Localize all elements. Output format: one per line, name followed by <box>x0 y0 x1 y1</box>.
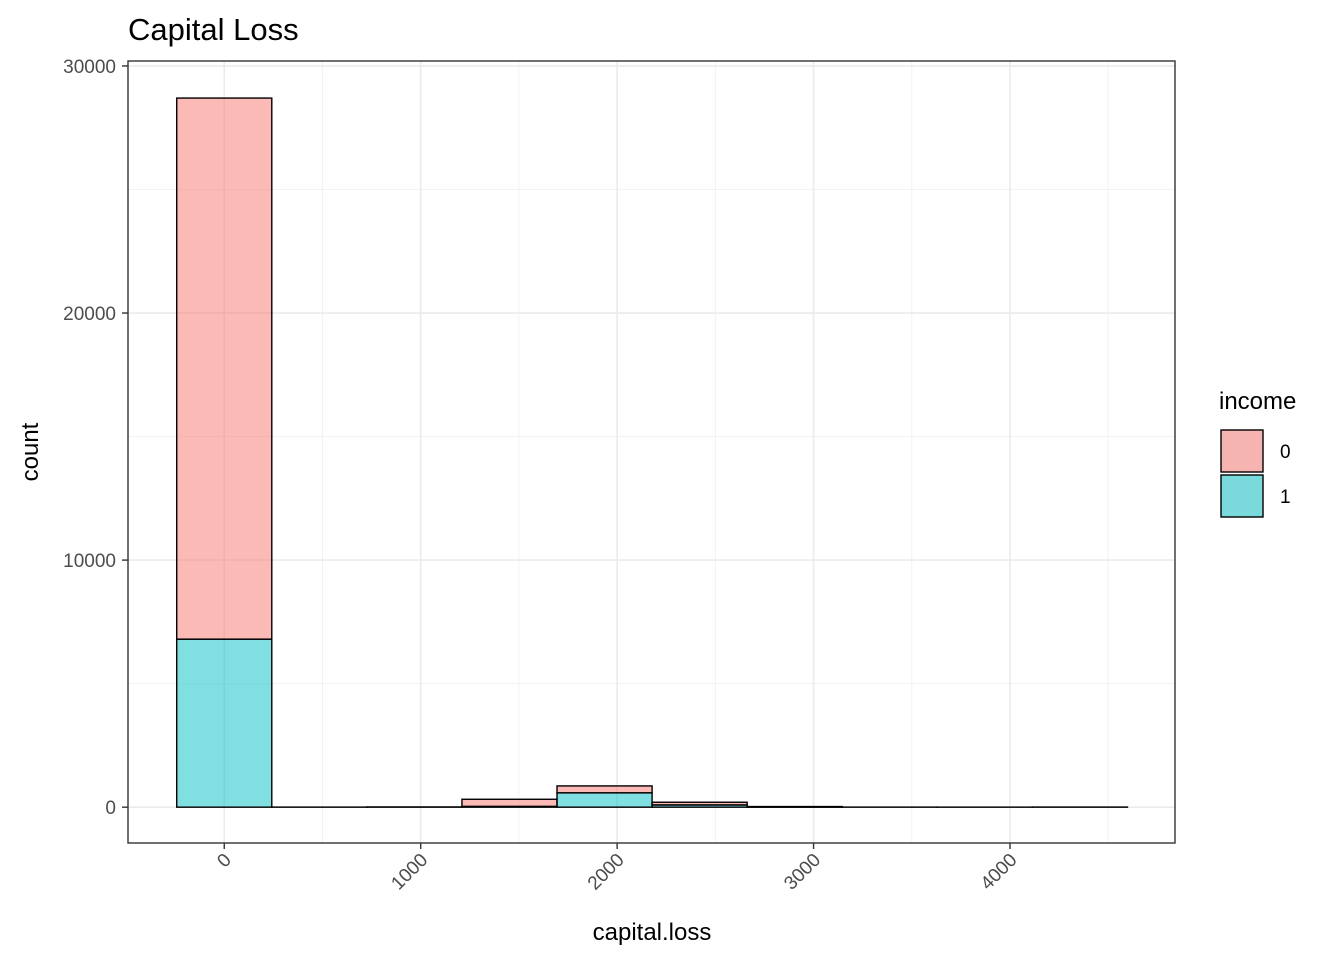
bar-series-0 <box>556 785 653 794</box>
bars <box>176 97 1129 808</box>
bar-series-0 <box>461 798 558 808</box>
grid-minor <box>128 61 1175 843</box>
x-axis: 0 1000 2000 3000 4000 <box>213 843 1022 895</box>
bar-series-0 <box>176 97 273 640</box>
y-tick-label: 0 <box>105 798 116 819</box>
panel-background <box>128 61 1175 843</box>
y-axis: 0 10000 20000 30000 <box>63 57 128 819</box>
legend-label-0: 0 <box>1280 442 1291 463</box>
legend-title: income <box>1219 388 1296 415</box>
legend: income 01 <box>1219 388 1296 518</box>
legend-items: 01 <box>1220 429 1291 518</box>
x-tick-label: 0 <box>213 850 235 872</box>
y-tick-label: 30000 <box>63 57 116 78</box>
legend-key-0 <box>1220 429 1264 473</box>
bar-series-1 <box>556 792 653 808</box>
y-tick-label: 20000 <box>63 304 116 325</box>
y-tick-label: 10000 <box>63 551 116 572</box>
legend-key-1 <box>1220 474 1264 518</box>
x-tick-label: 2000 <box>584 850 629 895</box>
bar-series-1 <box>176 638 273 808</box>
y-axis-title: count <box>17 422 44 481</box>
x-tick-label: 3000 <box>780 850 825 895</box>
x-tick-label: 1000 <box>387 850 432 895</box>
x-tick-label: 4000 <box>977 850 1022 895</box>
bar-series-0 <box>651 801 748 806</box>
panel-border <box>127 60 1176 844</box>
plot-panel <box>127 60 1176 844</box>
chart-title: Capital Loss <box>128 12 299 47</box>
x-axis-title: capital.loss <box>593 919 712 946</box>
legend-label-1: 1 <box>1280 487 1291 508</box>
